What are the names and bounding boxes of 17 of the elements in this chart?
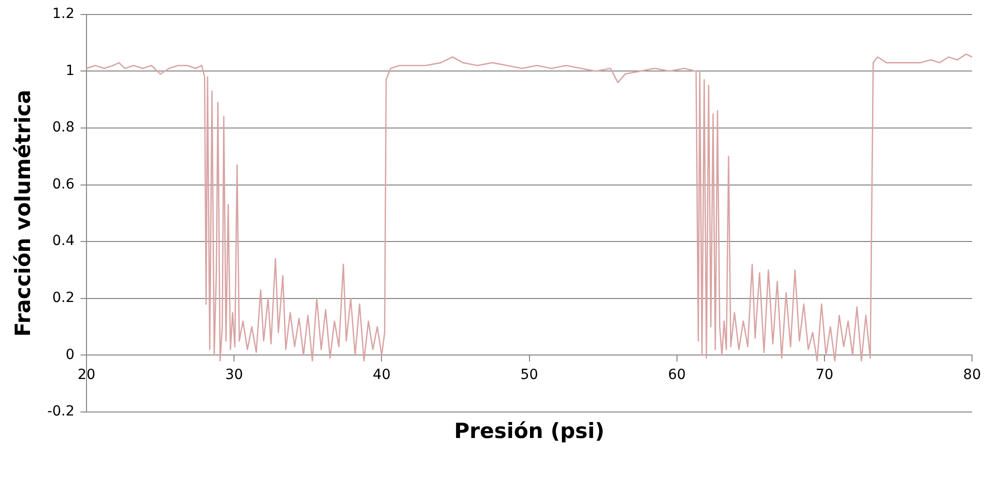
x-axis-title: Presión (psi) [454, 419, 604, 444]
y-tick-label: 0.4 [52, 233, 75, 250]
x-tick-label: 60 [668, 367, 686, 384]
y-tick-label: 1.2 [52, 6, 75, 22]
y-tick-label: -0.2 [47, 404, 75, 420]
y-tick-label: 0.6 [52, 176, 75, 192]
y-tick-label: 0.2 [52, 290, 75, 306]
y-tick-label: 0 [66, 346, 75, 363]
x-tick-label: 30 [225, 367, 244, 384]
y-axis-title: Fracción volumétrica [11, 90, 36, 337]
y-tick-label: 0.8 [52, 120, 75, 136]
x-tick-label: 80 [963, 367, 982, 384]
x-tick-label: 40 [372, 367, 391, 384]
x-tick-label: 20 [78, 367, 96, 384]
y-tick-label: 1 [66, 62, 75, 79]
x-tick-label: 50 [520, 367, 538, 384]
x-tick-label: 70 [816, 367, 834, 384]
